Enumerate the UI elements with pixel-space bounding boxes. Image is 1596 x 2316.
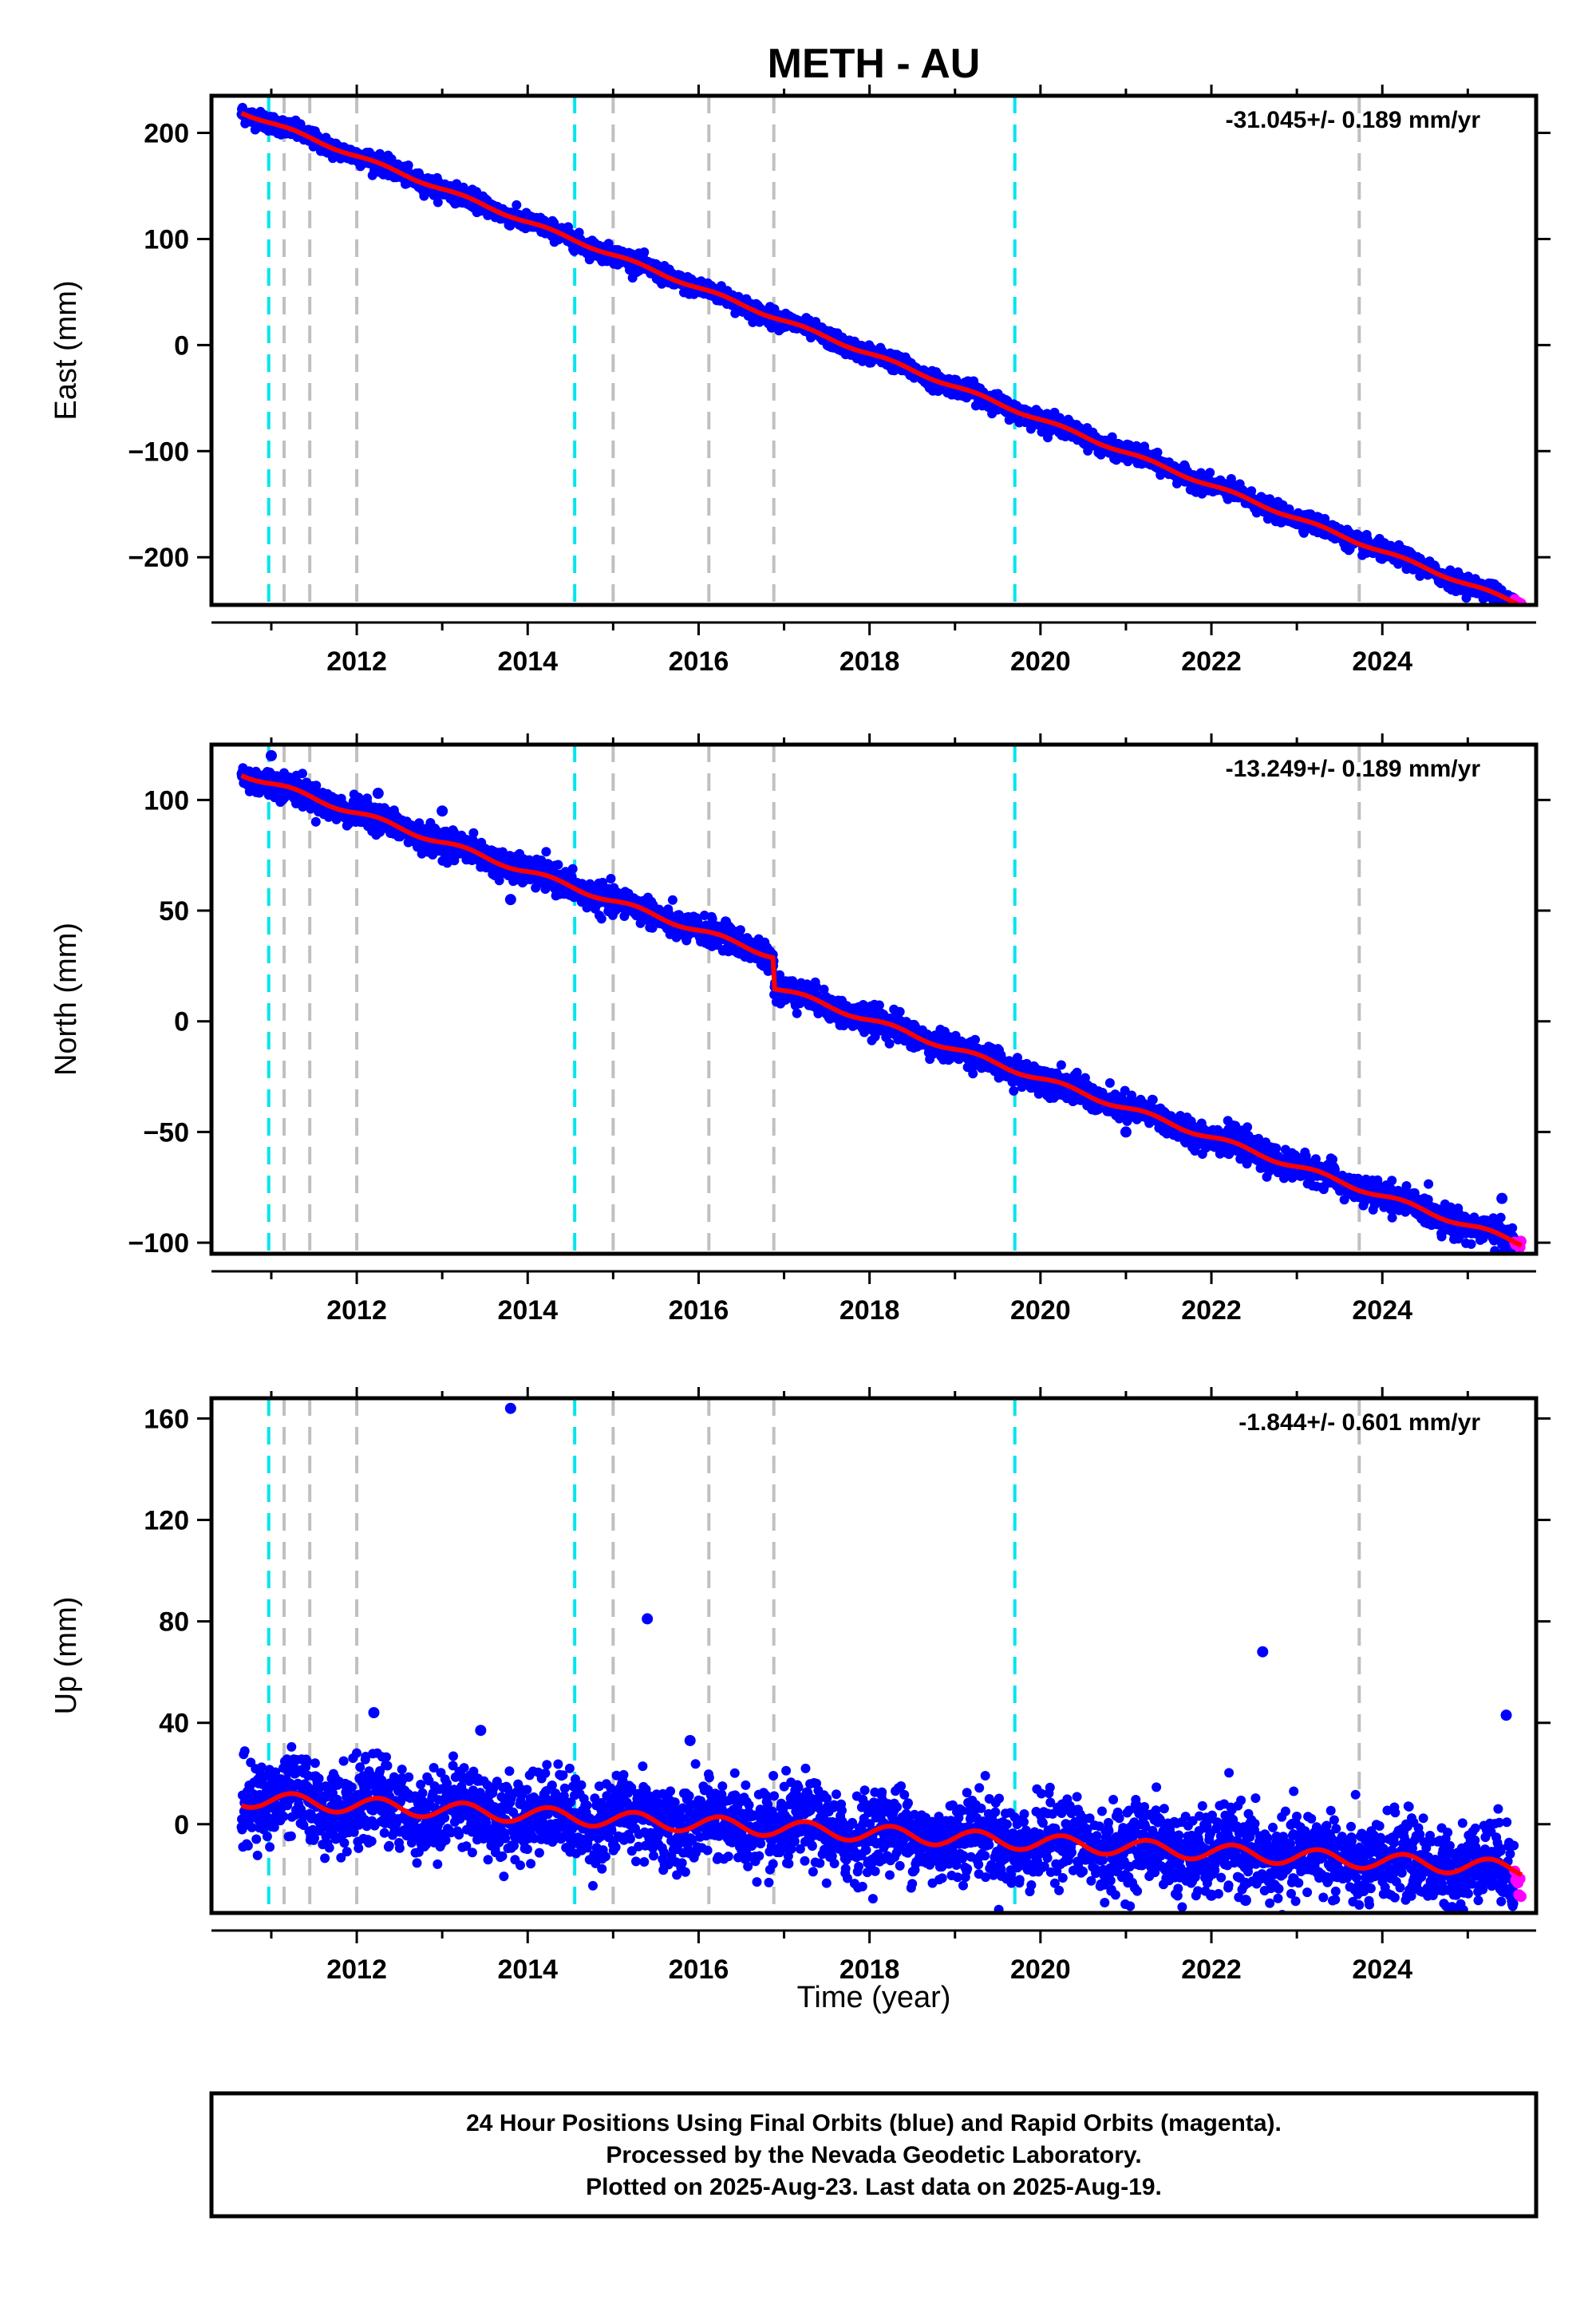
data-point [494,875,504,886]
data-point [541,847,551,857]
y-tick-label: −100 [128,437,189,467]
data-point [567,864,578,874]
y-tick-label: 0 [174,330,189,361]
data-point [603,239,614,249]
model-fit-line [240,110,1523,605]
data-point [606,874,616,883]
data-point [596,914,606,924]
x-tick-label: 2016 [669,646,729,677]
data-point [468,828,479,838]
data-point [553,860,563,870]
data-point [639,247,650,257]
y-tick-label: 200 [144,119,189,149]
x-tick-label: 2022 [1181,646,1242,677]
x-tick-label: 2012 [326,646,387,677]
data-point [403,160,413,171]
data-point [433,197,443,207]
data-point [1246,486,1257,496]
x-tick-label: 2024 [1352,646,1412,677]
data-point [792,1008,802,1018]
x-tick-label: 2018 [839,646,900,677]
rate-label: -31.045+/- 0.189 mm/yr [1226,107,1481,133]
data-point [1107,432,1117,442]
plot-frame [209,93,1539,607]
north-panel: 2012 2014 2016 2018 2020 2022 2024−100−5005010… [49,733,1551,1326]
y-tick-label: −200 [128,543,189,573]
plot-area [236,745,1527,1254]
data-point [1205,468,1215,478]
data-point [449,856,460,866]
final-orbit-points [236,749,1519,1254]
data-point [512,200,522,210]
x-tick-label: 2020 [1010,646,1071,677]
y-axis-label: East (mm) [49,280,83,420]
data-point [414,818,425,828]
data-point [310,816,321,827]
data-point [1152,447,1163,457]
plot-area [236,96,1527,605]
figure-title: METH - AU [768,41,981,87]
data-point [667,895,678,905]
x-tick-label: 2014 [497,646,558,677]
east-panel: 2012 2014 2016 2018 2020 2022 2024 −200 −100 0 100… [49,85,1551,677]
data-point [311,781,322,791]
y-tick-label: 100 [144,224,189,255]
data-point [298,769,307,779]
